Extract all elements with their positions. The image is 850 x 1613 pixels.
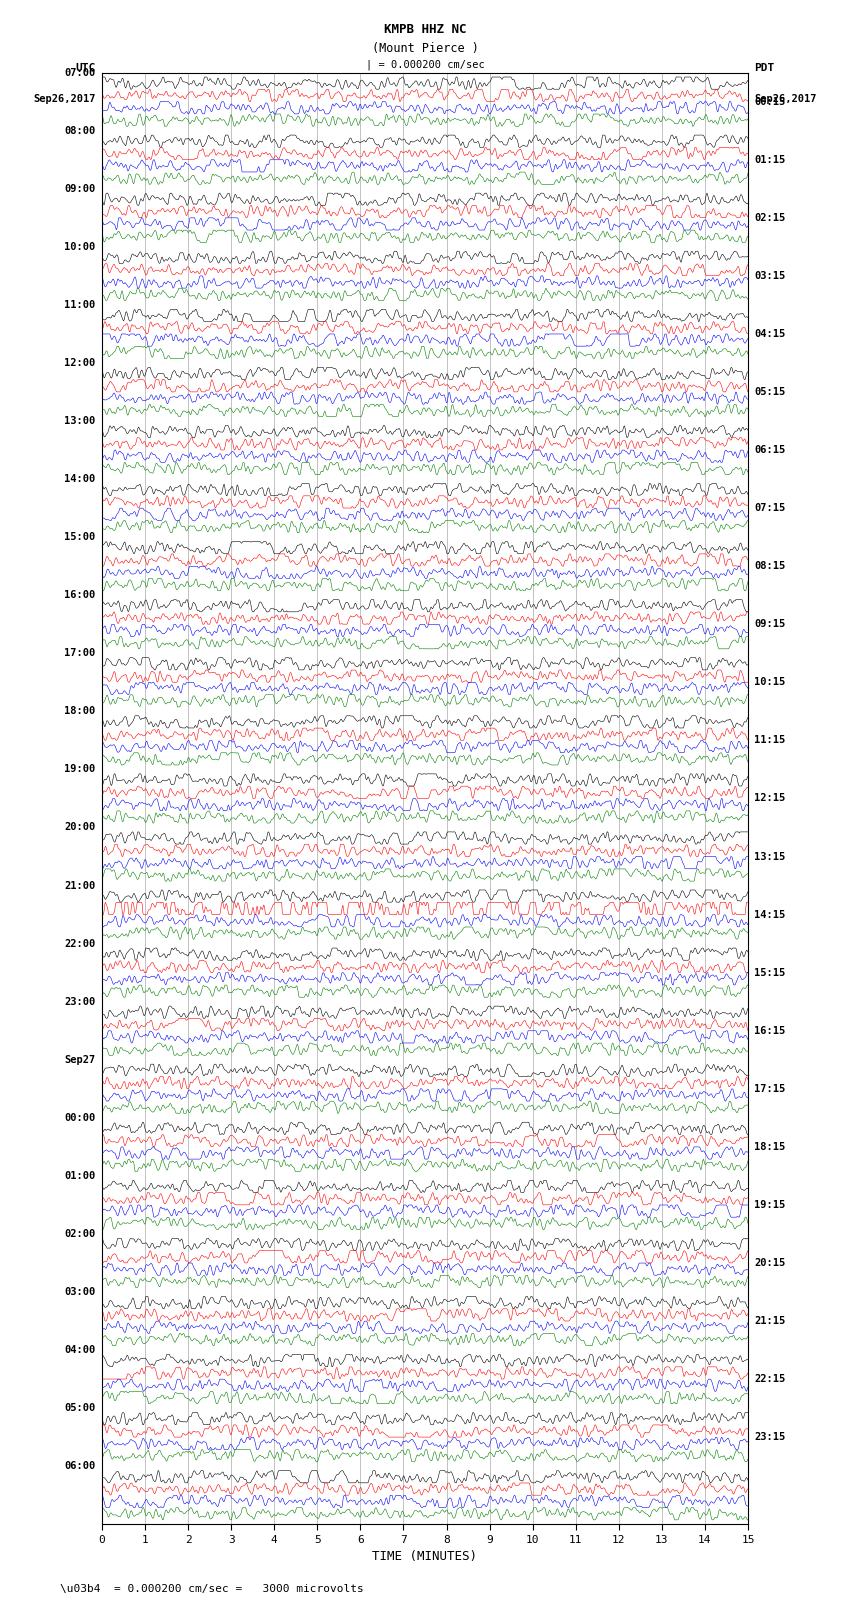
Text: 06:00: 06:00 (65, 1461, 95, 1471)
Text: 13:15: 13:15 (755, 852, 785, 861)
Text: Sep26,2017: Sep26,2017 (755, 94, 817, 105)
Text: \u03b4  = 0.000200 cm/sec =   3000 microvolts: \u03b4 = 0.000200 cm/sec = 3000 microvol… (60, 1584, 363, 1594)
Text: 23:00: 23:00 (65, 997, 95, 1007)
Text: 02:15: 02:15 (755, 213, 785, 223)
Text: 08:15: 08:15 (755, 561, 785, 571)
Text: 11:00: 11:00 (65, 300, 95, 310)
Text: 14:15: 14:15 (755, 910, 785, 919)
Text: | = 0.000200 cm/sec: | = 0.000200 cm/sec (366, 60, 484, 69)
Text: Sep26,2017: Sep26,2017 (33, 94, 95, 105)
Text: 17:15: 17:15 (755, 1084, 785, 1094)
Text: 04:15: 04:15 (755, 329, 785, 339)
Text: 15:15: 15:15 (755, 968, 785, 977)
Text: PDT: PDT (755, 63, 774, 73)
Text: Sep27: Sep27 (65, 1055, 95, 1065)
Text: 00:00: 00:00 (65, 1113, 95, 1123)
Text: 07:00: 07:00 (65, 68, 95, 77)
Text: 00:15: 00:15 (755, 97, 785, 106)
Text: 21:15: 21:15 (755, 1316, 785, 1326)
Text: 16:00: 16:00 (65, 590, 95, 600)
Text: 09:00: 09:00 (65, 184, 95, 194)
Text: 10:00: 10:00 (65, 242, 95, 252)
Text: 01:00: 01:00 (65, 1171, 95, 1181)
Text: 17:00: 17:00 (65, 648, 95, 658)
Text: 03:00: 03:00 (65, 1287, 95, 1297)
Text: 18:15: 18:15 (755, 1142, 785, 1152)
Text: (Mount Pierce ): (Mount Pierce ) (371, 42, 479, 55)
Text: 08:00: 08:00 (65, 126, 95, 135)
Text: 16:15: 16:15 (755, 1026, 785, 1036)
Text: 10:15: 10:15 (755, 677, 785, 687)
Text: 22:00: 22:00 (65, 939, 95, 948)
Text: 05:15: 05:15 (755, 387, 785, 397)
Text: 21:00: 21:00 (65, 881, 95, 890)
Text: 09:15: 09:15 (755, 619, 785, 629)
Text: 20:00: 20:00 (65, 823, 95, 832)
Text: 07:15: 07:15 (755, 503, 785, 513)
Text: 23:15: 23:15 (755, 1432, 785, 1442)
Text: KMPB HHZ NC: KMPB HHZ NC (383, 23, 467, 37)
Text: 06:15: 06:15 (755, 445, 785, 455)
X-axis label: TIME (MINUTES): TIME (MINUTES) (372, 1550, 478, 1563)
Text: 14:00: 14:00 (65, 474, 95, 484)
Text: 13:00: 13:00 (65, 416, 95, 426)
Text: 04:00: 04:00 (65, 1345, 95, 1355)
Text: 12:00: 12:00 (65, 358, 95, 368)
Text: 20:15: 20:15 (755, 1258, 785, 1268)
Text: 03:15: 03:15 (755, 271, 785, 281)
Text: 05:00: 05:00 (65, 1403, 95, 1413)
Text: 19:00: 19:00 (65, 765, 95, 774)
Text: 01:15: 01:15 (755, 155, 785, 165)
Text: 19:15: 19:15 (755, 1200, 785, 1210)
Text: 11:15: 11:15 (755, 736, 785, 745)
Text: 12:15: 12:15 (755, 794, 785, 803)
Text: UTC: UTC (76, 63, 95, 73)
Text: 02:00: 02:00 (65, 1229, 95, 1239)
Text: 18:00: 18:00 (65, 706, 95, 716)
Text: 15:00: 15:00 (65, 532, 95, 542)
Text: 22:15: 22:15 (755, 1374, 785, 1384)
